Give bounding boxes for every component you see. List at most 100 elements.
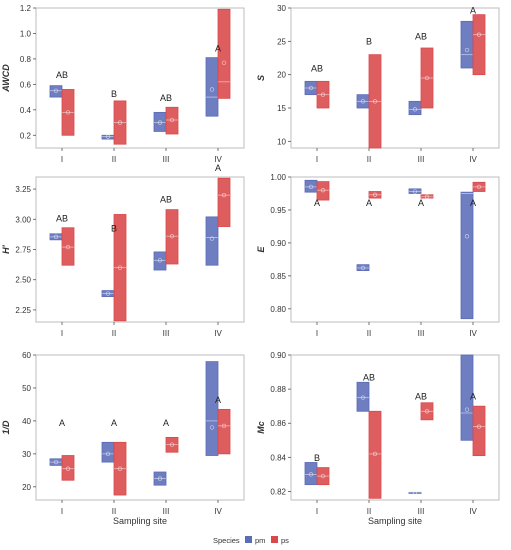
mean-marker [320, 188, 326, 193]
legend-swatch-pm [245, 536, 252, 543]
x-tick-label: I [61, 507, 63, 516]
mean-marker [65, 466, 71, 471]
significance-letter: A [470, 198, 476, 208]
y-axis-label: S [256, 75, 266, 81]
mean-marker [372, 451, 378, 457]
box-pm-II [356, 381, 370, 412]
mean-marker [105, 134, 111, 139]
significance-letter: A [163, 418, 169, 428]
x-tick-label: II [367, 507, 371, 516]
x-tick-label: I [61, 155, 63, 164]
mean-marker [169, 117, 175, 123]
y-tick-label: 1.00 [270, 173, 286, 182]
x-axis-title: Sampling site [368, 516, 422, 526]
box-pm-I [304, 179, 318, 193]
significance-letter: A [470, 391, 476, 401]
y-axis-label: E [256, 246, 266, 253]
significance-letter: B [314, 453, 320, 463]
y-tick-label: 3.00 [15, 215, 31, 224]
mean-marker [105, 451, 111, 457]
y-tick-label: 0.90 [270, 239, 286, 248]
y-tick-label: 0.4 [20, 106, 32, 115]
y-tick-label: 0.88 [270, 385, 286, 394]
y-tick-label: 2.50 [15, 276, 31, 285]
mean-marker [221, 423, 227, 429]
mean-marker [412, 107, 418, 112]
significance-letter: A [111, 418, 117, 428]
mean-marker [105, 291, 111, 296]
x-tick-label: III [418, 507, 425, 516]
box-ps-IV [472, 405, 486, 457]
box-ps-IV [217, 408, 231, 455]
y-tick-label: 0.86 [270, 419, 286, 428]
y-tick-label: 20 [22, 483, 31, 492]
significance-letter: B [111, 223, 117, 233]
mean-marker [209, 236, 215, 241]
mean-marker [117, 265, 123, 270]
y-tick-label: 2.25 [15, 306, 31, 315]
mean-marker [53, 234, 59, 239]
y-tick-label: 0.80 [270, 305, 286, 314]
y-tick-label: 0.2 [20, 131, 32, 140]
x-tick-label: III [163, 329, 170, 338]
box-ps-II [368, 410, 382, 499]
y-tick-label: 1.2 [20, 4, 32, 13]
x-tick-label: III [163, 507, 170, 516]
significance-letter: A [418, 198, 424, 208]
x-tick-label: II [367, 329, 371, 338]
mean-marker [308, 472, 314, 477]
y-tick-label: 15 [277, 104, 286, 113]
y-tick-label: 25 [277, 37, 286, 46]
significance-letter: AB [415, 31, 427, 41]
significance-letter: AB [160, 93, 172, 103]
y-tick-label: 0.82 [270, 487, 286, 496]
mean-marker [360, 99, 366, 104]
box-pm-IV [205, 57, 219, 117]
x-tick-label: IV [469, 329, 477, 338]
x-tick-label: III [418, 155, 425, 164]
mean-marker [169, 234, 175, 239]
y-tick-label: 0.6 [20, 80, 32, 89]
y-tick-label: 40 [22, 417, 31, 426]
significance-letter: A [366, 198, 372, 208]
mean-marker [424, 194, 430, 199]
mean-marker [320, 473, 326, 479]
significance-letter: AB [363, 373, 375, 383]
x-tick-label: IV [214, 329, 222, 338]
mean-marker [157, 258, 163, 263]
mean-marker [476, 32, 482, 37]
mean-marker [169, 442, 175, 447]
mean-marker [320, 92, 326, 97]
y-tick-label: 0.8 [20, 55, 32, 64]
mean-marker [308, 184, 314, 190]
significance-letter: A [215, 163, 221, 173]
significance-letter: AB [56, 70, 68, 80]
y-tick-label: 2.75 [15, 246, 31, 255]
y-tick-label: 0.95 [270, 206, 286, 215]
legend-label-ps: ps [281, 536, 289, 545]
x-tick-label: IV [214, 507, 222, 516]
legend-title: Species [213, 536, 240, 545]
y-tick-label: 0.85 [270, 272, 286, 281]
box-ps-III [165, 106, 179, 135]
y-tick-label: 0.90 [270, 351, 286, 360]
significance-letter: AB [160, 194, 172, 204]
mean-marker [53, 88, 59, 93]
significance-letter: A [215, 43, 221, 53]
x-tick-label: II [367, 155, 371, 164]
mean-marker [360, 265, 366, 271]
y-tick-label: 30 [277, 4, 286, 13]
y-tick-label: 1.0 [20, 29, 32, 38]
significance-letter: A [59, 418, 65, 428]
y-tick-label: 60 [22, 351, 31, 360]
y-axis-label: AWCD [1, 64, 11, 93]
mean-marker [53, 459, 59, 465]
y-tick-label: 3.25 [15, 185, 31, 194]
significance-letter: B [366, 37, 372, 47]
mean-marker [308, 85, 314, 91]
mean-marker [157, 120, 163, 125]
y-tick-label: 0.84 [270, 453, 286, 462]
significance-letter: AB [56, 214, 68, 224]
